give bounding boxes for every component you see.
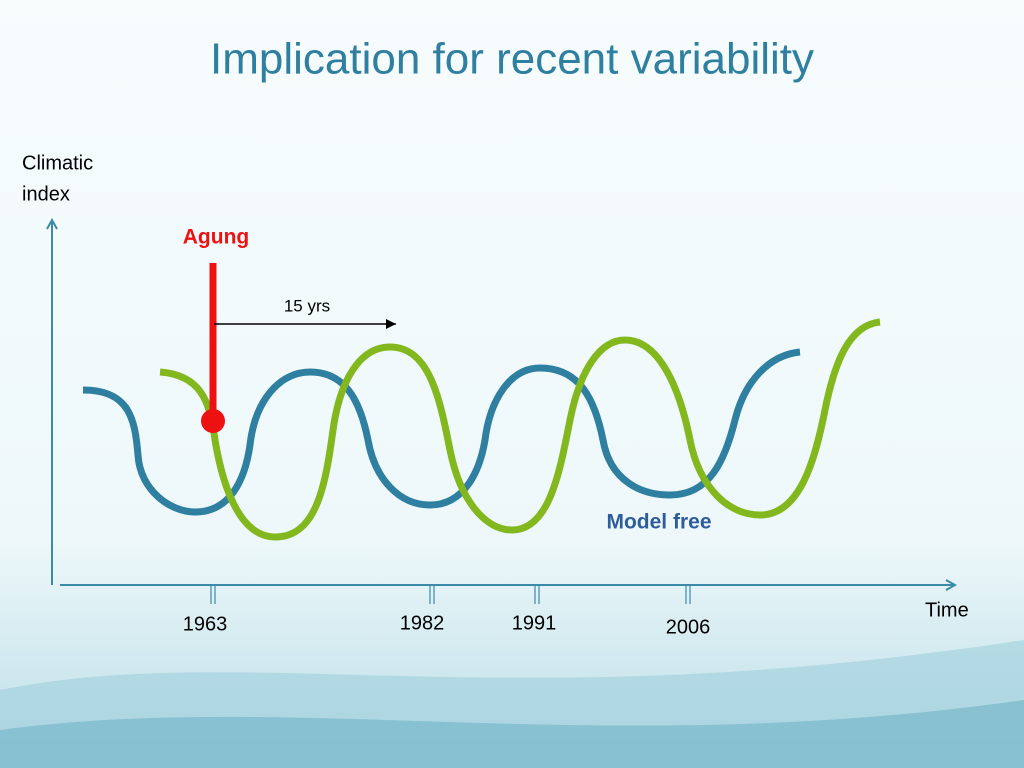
event-label: Agung: [183, 226, 249, 249]
eruption-dot: [201, 409, 225, 433]
curve-label: Model free: [606, 511, 711, 534]
year-label: 1991: [512, 612, 557, 634]
tick-marks: [210, 586, 691, 604]
x-axis-label: Time: [925, 599, 969, 621]
year-label: 2006: [666, 616, 711, 638]
title: Implication for recent variability: [210, 35, 814, 84]
model-free-curve: [82, 348, 801, 516]
forced-curve: [159, 318, 881, 541]
lag-label: 15 yrs: [284, 296, 330, 315]
y-axis-label: Climatic: [22, 152, 93, 174]
year-label: 1963: [183, 613, 228, 635]
y-axis-label: index: [22, 183, 70, 205]
wave-decor: [0, 700, 1024, 768]
year-label: 1982: [400, 612, 445, 634]
